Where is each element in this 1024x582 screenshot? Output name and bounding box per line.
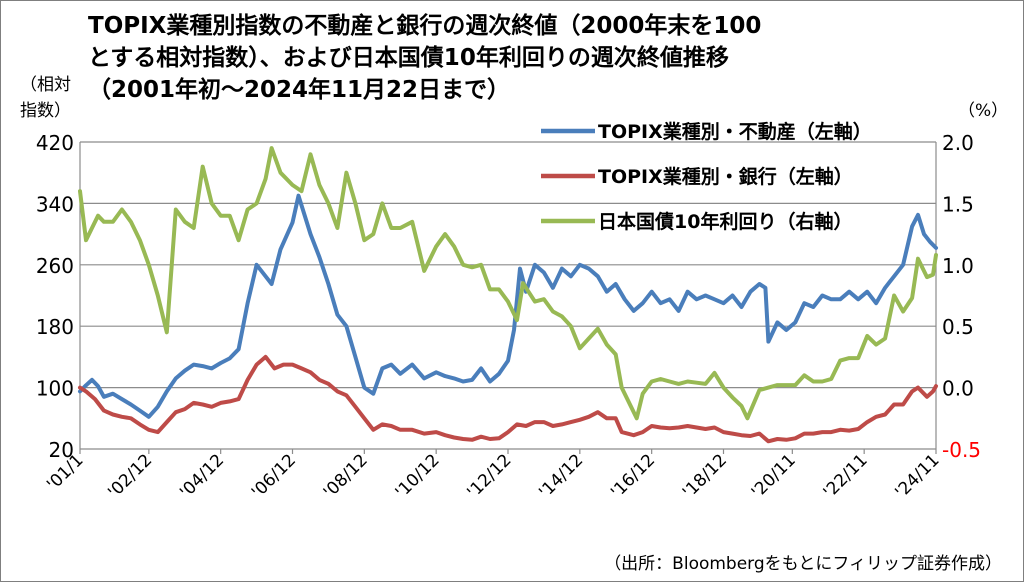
left-axis-ticks: 420 340 260 180 100 20 bbox=[36, 131, 74, 462]
left-axis-tick-label: 180 bbox=[36, 315, 74, 339]
x-axis-tick-label: '20/11 bbox=[748, 450, 800, 502]
left-axis-tick-label: 340 bbox=[36, 192, 74, 216]
right-axis-tick-label: 2.0 bbox=[942, 131, 974, 155]
chart-title: TOPIX業種別指数の不動産と銀行の週次終値（2000年末を100 とする相対指… bbox=[88, 13, 762, 103]
right-axis-tick-label: -0.5 bbox=[942, 438, 981, 462]
x-axis-tick-label: '16/12 bbox=[607, 450, 659, 502]
series-line-3 bbox=[78, 146, 938, 421]
right-axis-tick-label: 1.0 bbox=[942, 254, 974, 278]
right-axis-tick-label: 0.0 bbox=[942, 377, 974, 401]
left-axis-tick-label: 260 bbox=[36, 254, 74, 278]
x-axis-tick-label: '04/12 bbox=[176, 450, 228, 502]
x-axis-tick-label: '08/12 bbox=[320, 450, 372, 502]
right-axis-ticks: 2.0 1.5 1.0 0.5 0.0 -0.5 bbox=[942, 131, 981, 462]
legend-label: TOPIX業種別・銀行（左軸） bbox=[598, 165, 853, 188]
left-axis-tick-label: 20 bbox=[49, 438, 74, 462]
series-lines bbox=[78, 146, 938, 444]
series-line-2 bbox=[78, 354, 938, 444]
x-axis-tick-label: '10/12 bbox=[392, 450, 444, 502]
series-line-1 bbox=[78, 193, 938, 419]
right-axis-tick-label: 1.5 bbox=[942, 192, 974, 216]
x-axis-tick-label: '06/12 bbox=[248, 450, 300, 502]
legend-label: 日本国債10年利回り（右軸） bbox=[598, 210, 852, 233]
right-axis-label: （%） bbox=[958, 101, 1009, 121]
legend-label: TOPIX業種別・不動産（左軸） bbox=[598, 120, 872, 143]
x-axis-tick-label: '24/11 bbox=[891, 450, 943, 502]
legend: TOPIX業種別・不動産（左軸） TOPIX業種別・銀行（左軸） 日本国債10年利回… bbox=[541, 120, 872, 233]
x-axis-tick-label: '12/12 bbox=[463, 450, 515, 502]
x-axis-tick-label: '22/11 bbox=[820, 450, 872, 502]
x-axis-tick-label: '14/12 bbox=[535, 450, 587, 502]
x-axis-tick-label: '18/12 bbox=[679, 450, 731, 502]
x-axis-ticks: '01/1'02/12'04/12'06/12'08/12'10/12'12/1… bbox=[43, 449, 944, 502]
left-axis-tick-label: 100 bbox=[36, 377, 74, 401]
left-axis-label: （相対 指数） bbox=[20, 75, 71, 121]
left-axis-tick-label: 420 bbox=[36, 131, 74, 155]
right-axis-tick-label: 0.5 bbox=[942, 315, 974, 339]
x-axis-tick-label: '02/12 bbox=[104, 450, 156, 502]
source-note: （出所：Bloombergをもとにフィリップ証券作成） bbox=[604, 554, 1002, 574]
